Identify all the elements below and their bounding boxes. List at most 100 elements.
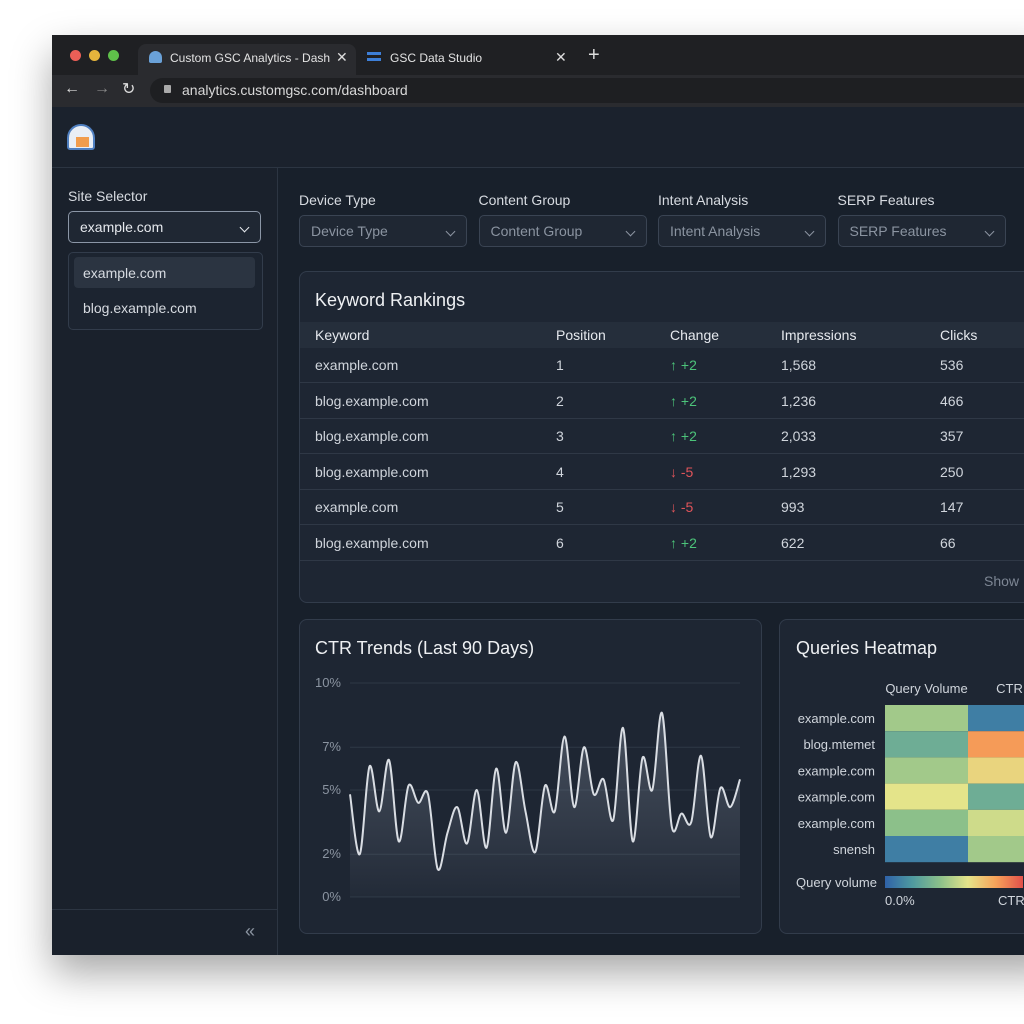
tab-close[interactable]: ✕ <box>555 49 567 65</box>
panel-title: Keyword Rankings <box>315 290 466 310</box>
show-more[interactable]: Show <box>984 573 1020 589</box>
site-option[interactable]: example.com <box>83 265 167 281</box>
tab[interactable]: GSC Data Studio <box>358 44 568 75</box>
table-cell: ↓ -5 <box>670 463 694 480</box>
heatmap-column: CTR <box>996 681 1023 696</box>
table-cell: 250 <box>940 463 964 480</box>
filter-placeholder: Device Type <box>311 223 388 239</box>
table-cell: 3 <box>556 428 564 444</box>
table-cell: 66 <box>940 534 956 551</box>
table-cell: ↓ -5 <box>670 499 694 515</box>
filter-label: Device Type <box>299 192 376 208</box>
heatmap-cell <box>885 705 968 732</box>
table-cell: example.com <box>315 357 399 373</box>
heatmap-cell <box>885 836 968 863</box>
table-cell: blog.example.com <box>315 392 429 409</box>
column-header: Position <box>556 327 606 343</box>
back-button[interactable]: ← <box>64 80 80 97</box>
table-cell: 2,033 <box>781 428 817 444</box>
table-cell: ↑ +2 <box>670 392 697 409</box>
table-cell: blog.example.com <box>315 463 429 480</box>
logo-bars <box>76 137 89 147</box>
filter-select[interactable]: Content Group <box>478 215 647 247</box>
filter-placeholder: Intent Analysis <box>670 223 761 239</box>
table-cell: 1,293 <box>781 463 817 480</box>
new-tab[interactable]: + <box>588 44 600 66</box>
sidebar-divider <box>52 909 277 910</box>
table-cell: 357 <box>940 428 964 444</box>
heatmap-cell <box>968 757 1024 784</box>
collapse-button[interactable]: « <box>245 921 256 941</box>
heatmap-cell <box>968 836 1024 863</box>
row-divider <box>300 382 1024 383</box>
url: analytics.customgsc.com/dashboard <box>182 82 408 98</box>
heatmap-row: example.com <box>798 711 875 726</box>
y-tick-label: 0% <box>322 889 341 904</box>
selected-site: example.com <box>80 219 164 235</box>
filter-label: SERP Features <box>837 192 935 208</box>
column-header: Keyword <box>315 327 370 343</box>
row-divider <box>300 453 1024 454</box>
heatmap-row: example.com <box>798 790 875 805</box>
filter-select[interactable]: Device Type <box>299 215 467 247</box>
tab-active[interactable]: Custom GSC Analytics - Dash <box>138 44 356 75</box>
row-divider <box>300 559 1024 561</box>
row-divider <box>300 488 1024 490</box>
heatmap-cell <box>885 809 968 836</box>
heatmap-row: blog.mtemet <box>803 737 875 752</box>
table-cell: 5 <box>556 499 564 515</box>
y-tick-label: 5% <box>322 782 341 797</box>
column-header: Change <box>670 327 720 343</box>
row-divider <box>300 417 1024 419</box>
site-select[interactable]: example.com <box>68 211 261 243</box>
tab-title: GSC Data Studio <box>390 51 483 65</box>
ctr-area <box>350 712 740 897</box>
filter-select[interactable]: Intent Analysis <box>658 215 826 247</box>
table-cell: ↑ +2 <box>670 428 697 444</box>
reload-button[interactable]: ↻ <box>122 81 136 98</box>
table-cell: 1,568 <box>781 357 817 373</box>
heatmap-cell <box>968 705 1024 732</box>
filter-placeholder: SERP Features <box>849 223 947 239</box>
row-divider <box>300 524 1024 525</box>
table-cell: 1 <box>556 357 564 373</box>
heatmap-cell <box>968 783 1024 810</box>
url-field[interactable] <box>150 78 1024 103</box>
filter-select[interactable]: SERP Features <box>837 215 1006 247</box>
y-tick-label: 10% <box>315 675 341 690</box>
lock-icon <box>164 85 171 93</box>
max-dot[interactable] <box>108 50 119 61</box>
app-header <box>52 107 1024 168</box>
table-cell: blog.example.com <box>315 534 429 551</box>
panel-title: Queries Heatmap <box>796 638 938 658</box>
table-cell: ↑ +2 <box>670 534 697 551</box>
filter-placeholder: Content Group <box>490 223 583 239</box>
table-cell: 466 <box>940 392 964 409</box>
filter-label: Content Group <box>478 192 571 208</box>
heatmap-row: example.com <box>798 816 875 831</box>
tab-icon <box>149 51 162 63</box>
table-header <box>300 322 1024 348</box>
table-cell: 147 <box>940 499 964 515</box>
min-dot[interactable] <box>89 50 100 61</box>
close-dot[interactable] <box>70 50 81 61</box>
heatmap-cell <box>968 731 1024 758</box>
table-cell: 2 <box>556 392 564 409</box>
tab-close[interactable]: ✕ <box>336 49 348 65</box>
forward-button[interactable]: → <box>94 80 110 97</box>
heatmap-cell <box>968 809 1024 836</box>
heatmap-cell <box>885 731 968 758</box>
panel-title: CTR Trends (Last 90 Days) <box>315 638 535 658</box>
heatmap-cell <box>885 757 968 784</box>
colorbar-tick: 0.0% <box>885 893 915 908</box>
tab-title: Custom GSC Analytics - Dash <box>170 51 331 65</box>
heatmap-column: Query Volume <box>885 681 967 696</box>
tab-icon <box>367 52 381 61</box>
filter-label: Intent Analysis <box>658 192 749 208</box>
column-header: Clicks <box>940 327 978 343</box>
site-option[interactable]: blog.example.com <box>83 300 197 316</box>
y-tick-label: 2% <box>322 846 341 861</box>
table-cell: 6 <box>556 534 564 551</box>
heatmap-row: snensh <box>833 842 875 857</box>
